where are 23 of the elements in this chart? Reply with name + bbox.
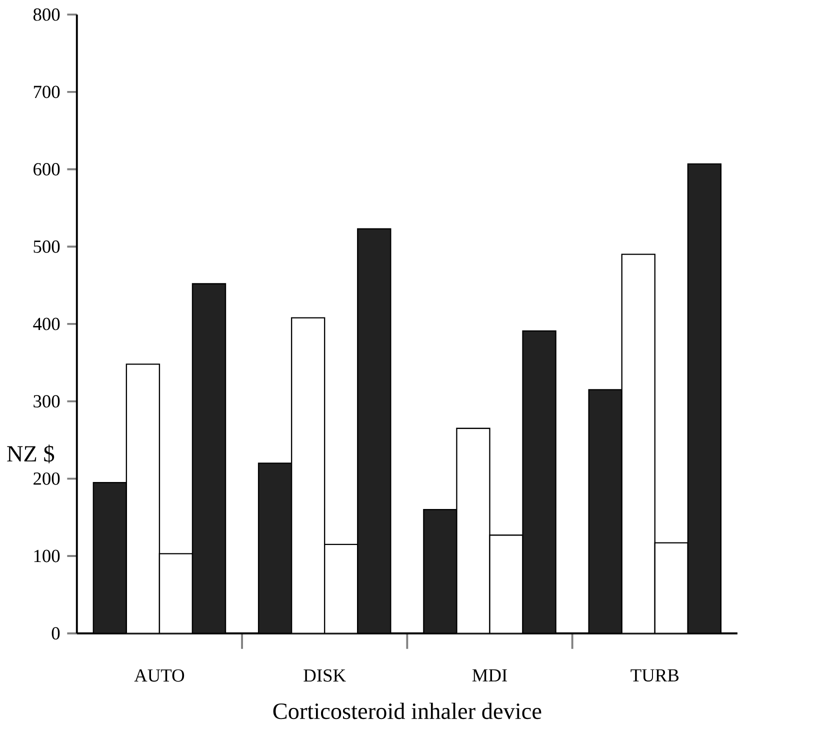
bar [192,283,226,634]
bar [687,163,722,634]
bar [258,462,292,634]
x-tick-label: DISK [304,669,346,682]
y-tick-label: 500 [34,240,60,253]
y-tick-label: 200 [34,472,60,485]
y-tick-label: 400 [33,318,60,330]
y-tick-label: 0 [52,627,60,640]
y-axis-title: NZ $ [7,444,54,464]
bar [588,389,622,634]
x-tick-label: AUTO [134,669,184,682]
bar [522,330,556,634]
y-tick-label: 800 [33,8,60,21]
y-tick-label: 600 [34,162,60,176]
bar [92,482,128,634]
y-tick-label: 700 [34,86,60,98]
x-tick-label: MDI [472,669,507,682]
bar [423,508,458,634]
y-tick-label: 300 [34,394,60,408]
x-tick-label: TURB [630,669,679,682]
y-tick-label: 100 [34,550,60,562]
bar [357,228,392,634]
x-axis-title: Corticosteroid inhaler device [273,702,542,719]
